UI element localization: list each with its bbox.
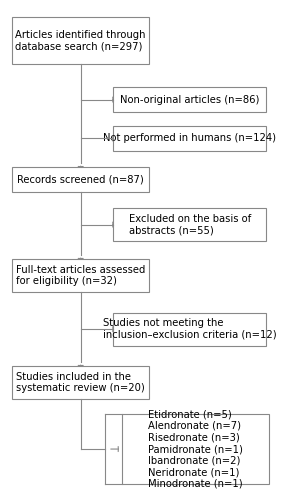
FancyBboxPatch shape: [113, 87, 266, 112]
FancyBboxPatch shape: [12, 167, 149, 192]
Text: Excluded on the basis of
abstracts (n=55): Excluded on the basis of abstracts (n=55…: [129, 214, 251, 236]
Text: Studies not meeting the
inclusion–exclusion criteria (n=12): Studies not meeting the inclusion–exclus…: [103, 318, 277, 340]
Text: Records screened (n=87): Records screened (n=87): [17, 175, 144, 185]
FancyBboxPatch shape: [113, 312, 266, 346]
Text: Non-original articles (n=86): Non-original articles (n=86): [120, 94, 260, 104]
Text: Not performed in humans (n=124): Not performed in humans (n=124): [103, 134, 276, 143]
Text: Articles identified through
database search (n=297): Articles identified through database sea…: [16, 30, 146, 52]
FancyBboxPatch shape: [12, 18, 149, 64]
Text: Full-text articles assessed
for eligibility (n=32): Full-text articles assessed for eligibil…: [16, 265, 146, 286]
FancyBboxPatch shape: [122, 414, 269, 484]
FancyBboxPatch shape: [12, 259, 149, 292]
FancyBboxPatch shape: [113, 126, 266, 151]
Text: Studies included in the
systematic review (n=20): Studies included in the systematic revie…: [16, 372, 145, 394]
FancyBboxPatch shape: [113, 208, 266, 241]
FancyBboxPatch shape: [12, 366, 149, 399]
Text: Etidronate (n=5)
Alendronate (n=7)
Risedronate (n=3)
Pamidronate (n=1)
Ibandrona: Etidronate (n=5) Alendronate (n=7) Rised…: [148, 410, 243, 489]
